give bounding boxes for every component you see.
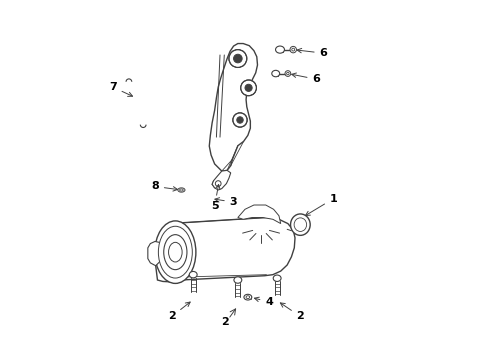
Ellipse shape	[244, 294, 252, 300]
Ellipse shape	[180, 189, 183, 191]
Text: 4: 4	[254, 297, 273, 307]
Ellipse shape	[272, 70, 280, 77]
Text: 7: 7	[109, 82, 132, 96]
Text: 1: 1	[305, 194, 338, 216]
Circle shape	[229, 50, 247, 67]
Ellipse shape	[291, 214, 310, 235]
Polygon shape	[156, 217, 295, 282]
Text: 5: 5	[211, 185, 220, 211]
Ellipse shape	[158, 226, 192, 278]
Ellipse shape	[189, 271, 197, 278]
Ellipse shape	[155, 221, 196, 283]
Ellipse shape	[178, 188, 185, 192]
Ellipse shape	[294, 218, 307, 231]
Ellipse shape	[169, 242, 182, 262]
Ellipse shape	[246, 296, 249, 298]
Text: 2: 2	[221, 317, 229, 327]
Text: 6: 6	[297, 48, 327, 58]
Circle shape	[171, 248, 180, 256]
Ellipse shape	[290, 46, 296, 53]
Polygon shape	[212, 170, 231, 190]
Circle shape	[241, 80, 256, 96]
Circle shape	[215, 181, 221, 186]
Text: 3: 3	[215, 197, 237, 207]
Ellipse shape	[273, 275, 281, 282]
Circle shape	[233, 113, 247, 127]
Ellipse shape	[292, 48, 294, 51]
Circle shape	[234, 54, 242, 63]
Ellipse shape	[285, 71, 291, 76]
Circle shape	[191, 273, 196, 277]
Text: 6: 6	[292, 73, 320, 84]
Circle shape	[236, 278, 240, 282]
Text: 2: 2	[168, 302, 190, 321]
Circle shape	[275, 276, 279, 280]
Circle shape	[245, 84, 252, 91]
Text: 8: 8	[151, 181, 177, 192]
Ellipse shape	[164, 235, 187, 270]
Ellipse shape	[234, 277, 242, 283]
Polygon shape	[148, 242, 162, 266]
Polygon shape	[238, 205, 281, 224]
Ellipse shape	[275, 46, 285, 53]
Polygon shape	[209, 44, 258, 171]
Ellipse shape	[287, 72, 289, 75]
Circle shape	[237, 117, 243, 123]
Text: 2: 2	[280, 303, 304, 321]
